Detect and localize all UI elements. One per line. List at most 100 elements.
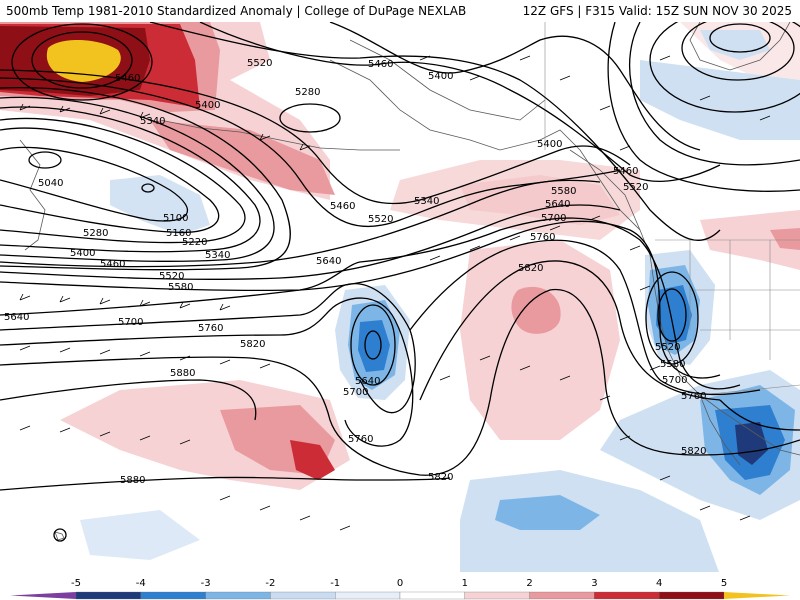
contour-low-nw-c <box>279 103 341 133</box>
contour-low-w-d <box>0 127 220 234</box>
barb-row-4 <box>19 425 351 531</box>
colorbar-min-arrow <box>10 592 76 599</box>
colorbar-swatch <box>464 591 530 600</box>
barb-row-1 <box>19 103 311 151</box>
label-5760-low: 5760 <box>348 434 373 445</box>
colorbar-swatch <box>529 591 595 600</box>
colorbar-swatch <box>205 591 271 600</box>
colorbar-swatch <box>399 591 465 600</box>
colorbar-tick-label: -3 <box>201 578 211 589</box>
coast-hudson <box>689 22 791 71</box>
label-5460-n: 5460 <box>368 59 393 70</box>
warm-anomaly-central-ridge <box>460 240 620 440</box>
label-5280-w: 5280 <box>83 228 108 239</box>
coast-hawaii <box>54 531 65 541</box>
label-5580-e: 5580 <box>551 186 576 197</box>
contour-5460-w <box>0 179 601 268</box>
contour-hawaii <box>53 528 67 542</box>
contour-low-w-b <box>141 183 155 193</box>
label-5700-w: 5700 <box>118 317 143 328</box>
label-5280-n: 5280 <box>295 87 320 98</box>
label-5760-cut: 5760 <box>681 391 706 402</box>
coastlines <box>19 22 800 541</box>
colorbar-tick-label: -1 <box>330 578 340 589</box>
contour-5760-w <box>0 260 721 447</box>
map-title: 500mb Temp 1981-2010 Standardized Anomal… <box>6 4 467 18</box>
warm-anomaly-south-strong <box>290 440 335 480</box>
label-5700-e: 5700 <box>541 213 566 224</box>
contour-5280 <box>0 87 291 271</box>
warm-anomaly-nw-peak <box>46 39 121 82</box>
label-5460-w: 5460 <box>100 259 125 270</box>
contour-5640-w <box>0 217 741 390</box>
contour-cutoff-a <box>657 288 687 342</box>
colorbar-tick-label: 0 <box>397 578 403 589</box>
label-5340-w: 5340 <box>205 250 230 261</box>
barb-row-6 <box>439 355 751 521</box>
label-5520-cut: 5520 <box>655 342 680 353</box>
colorbar-tick-labels: -5 -4 -3 -2 -1 0 1 2 3 4 5 <box>71 578 727 589</box>
contour-5460 <box>199 22 721 182</box>
label-5820-se: 5820 <box>681 446 706 457</box>
colorbar-max-arrow <box>724 592 790 599</box>
coast-bc <box>569 149 651 256</box>
contour-ne-e <box>607 22 800 192</box>
contour-5700-w <box>0 239 761 414</box>
label-5520-nw: 5520 <box>247 58 272 69</box>
label-5520-w: 5520 <box>159 271 184 282</box>
label-5040: 5040 <box>38 178 63 189</box>
label-5640-e: 5640 <box>545 199 570 210</box>
label-5640-w: 5640 <box>4 312 29 323</box>
contour-closed-low-b <box>350 304 396 386</box>
cold-anomaly-s <box>460 470 720 577</box>
coast-baja <box>699 394 741 466</box>
contour-5400-n <box>329 22 701 151</box>
label-5220: 5220 <box>182 237 207 248</box>
label-5520-ne: 5520 <box>623 182 648 193</box>
contour-5820-w <box>0 288 800 476</box>
contour-ne-low-c <box>649 22 800 113</box>
colorbar-tick-label: 3 <box>591 578 597 589</box>
colorbar-swatch <box>335 591 401 600</box>
colorbar-tick-label: -4 <box>136 578 146 589</box>
colorbar-swatch <box>270 591 336 600</box>
cold-anomaly-s-core <box>495 495 600 530</box>
label-5580-w: 5580 <box>168 282 193 293</box>
cold-anomaly-w <box>110 175 210 235</box>
label-5400-n: 5400 <box>428 71 453 82</box>
label-5760-w: 5760 <box>198 323 223 334</box>
colorbar-swatch <box>75 591 141 600</box>
label-5640-c: 5640 <box>316 256 341 267</box>
contour-low-nw-b <box>11 23 153 101</box>
colorbar-tick-label: -5 <box>71 578 81 589</box>
colorbar-swatch <box>140 591 206 600</box>
label-5520-c: 5520 <box>368 214 393 225</box>
contour-labels: 5520 5460 5400 5460 5280 5400 5340 5040 … <box>4 58 706 486</box>
contour-5220 <box>0 96 275 262</box>
label-5400-nw: 5400 <box>195 100 220 111</box>
label-5400-ne: 5400 <box>537 139 562 150</box>
border-us-mexico <box>699 384 800 396</box>
barb-row-3 <box>19 345 271 369</box>
wind-barbs <box>19 55 771 531</box>
coast-alaska <box>329 59 641 231</box>
label-5460-nw: 5460 <box>115 73 140 84</box>
contour-5520-w <box>0 204 621 280</box>
label-5580-cut: 5580 <box>660 359 685 370</box>
map-header: 500mb Temp 1981-2010 Standardized Anomal… <box>0 0 800 22</box>
anomaly-colorbar: -5 -4 -3 -2 -1 0 1 2 3 4 5 <box>0 572 800 600</box>
contour-ne-low-b <box>681 22 795 81</box>
contour-5880-sw <box>0 476 451 491</box>
contour-5520 <box>149 22 721 241</box>
anomaly-map: 5520 5460 5400 5460 5280 5400 5340 5040 … <box>0 22 800 577</box>
label-5460-c: 5460 <box>330 201 355 212</box>
contour-5160 <box>0 106 261 253</box>
label-5400-w: 5400 <box>70 248 95 259</box>
label-5760-e: 5760 <box>530 232 555 243</box>
contour-low-w-a <box>28 151 62 169</box>
cold-anomaly-sw <box>80 510 200 560</box>
label-5460-ne: 5460 <box>613 166 638 177</box>
label-5820-e: 5820 <box>518 263 543 274</box>
barb-row-5 <box>429 215 661 371</box>
contour-5880-w <box>0 379 257 421</box>
